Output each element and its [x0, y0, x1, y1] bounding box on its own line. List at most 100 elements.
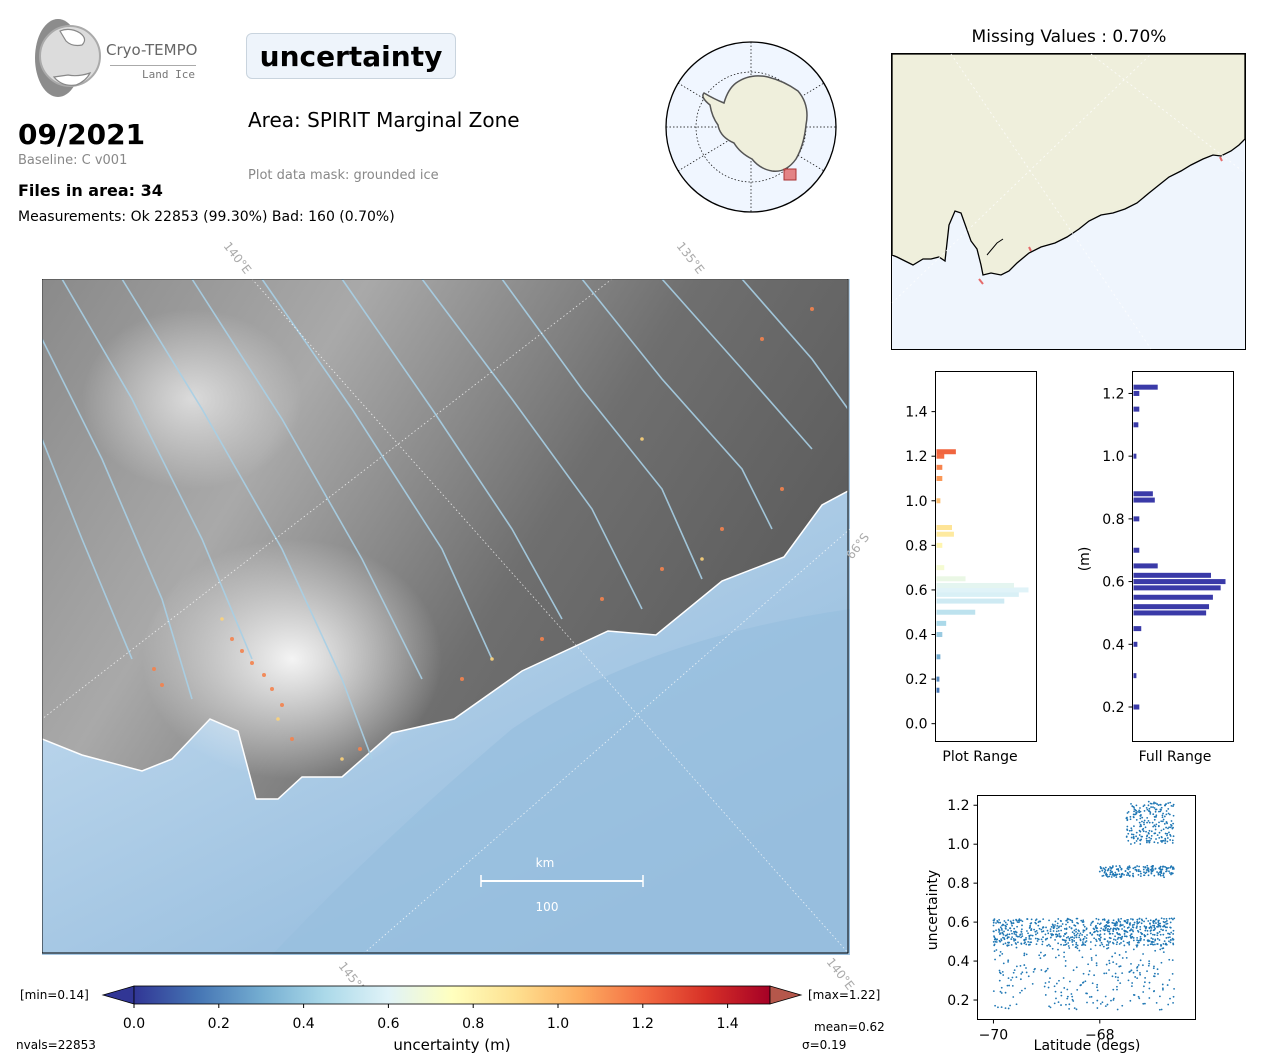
scatter-point	[1162, 933, 1165, 936]
scatter-point	[1169, 801, 1172, 804]
scatter-point	[1104, 873, 1107, 876]
scatter-point	[1108, 875, 1111, 878]
scatter-point	[1099, 929, 1102, 932]
scatter-point	[1121, 924, 1124, 926]
scatter-point	[1088, 996, 1091, 998]
scatter-point	[1075, 1008, 1078, 1011]
scatter-point	[1152, 929, 1155, 932]
scatter-point	[1078, 934, 1081, 937]
colorbar-min-label: [min=0.14]	[20, 988, 89, 1002]
scatter-point	[1138, 921, 1141, 924]
scatter-point	[1166, 840, 1169, 843]
scatter-point	[1146, 821, 1148, 824]
scatter-point	[1003, 920, 1006, 922]
scatter-point	[1035, 922, 1037, 925]
scatter-point	[1096, 989, 1099, 992]
scatter-point	[1156, 925, 1158, 928]
scatter-point	[1153, 920, 1156, 923]
scatter-point	[1058, 933, 1061, 935]
scale-value: 100	[536, 900, 559, 914]
histogram-bar	[936, 449, 956, 455]
scatter-point	[1131, 982, 1134, 984]
scatter-point	[1162, 988, 1164, 991]
scatter-point	[1130, 969, 1133, 972]
scatter-point	[1152, 813, 1155, 816]
scatter-point	[1135, 812, 1138, 815]
scatter-point	[1129, 815, 1132, 818]
scatter-point	[1025, 938, 1027, 941]
scatter-point	[1162, 818, 1165, 821]
scatter-point	[1154, 825, 1157, 828]
scatter-point	[1163, 925, 1165, 928]
scatter-point	[1127, 926, 1130, 929]
scatter-point	[1025, 967, 1027, 969]
scatter-point	[1073, 937, 1076, 939]
scatter-point	[1164, 943, 1167, 946]
scatter-point	[1075, 934, 1078, 936]
scatter-point	[1016, 935, 1019, 938]
scatter-point	[1071, 919, 1073, 922]
scatter-point	[1165, 929, 1168, 932]
scatter-point	[1071, 941, 1074, 943]
scatter-point	[1044, 954, 1047, 956]
scatter-point	[1109, 940, 1111, 943]
scatter-point	[1057, 918, 1060, 920]
scatter-point	[1007, 919, 1010, 922]
scatter-point	[1035, 918, 1038, 921]
scatter-point	[1035, 943, 1038, 946]
scatter-point	[1116, 927, 1119, 930]
scatter-point	[1002, 974, 1005, 976]
scatter-point	[1086, 934, 1088, 936]
histogram-tick-label: 1.4	[905, 405, 927, 421]
scatter-point	[1156, 932, 1159, 934]
scatter-point	[1060, 991, 1063, 994]
scatter-point	[1154, 828, 1157, 831]
scatter-point	[1083, 925, 1086, 928]
scatter-point	[1139, 807, 1141, 809]
scatter-point	[1073, 932, 1076, 935]
scatter-point	[1063, 951, 1066, 954]
scatter-point	[1166, 919, 1168, 922]
scatter-point	[1011, 924, 1013, 927]
histogram-tick-label: 1.2	[1102, 386, 1124, 402]
logo-product: Land Ice	[142, 68, 195, 81]
scatter-point	[1164, 804, 1166, 807]
scatter-point	[1137, 810, 1139, 813]
scatter-point	[1002, 943, 1005, 946]
scatter-point	[1102, 945, 1105, 948]
scatter-point	[1114, 935, 1116, 938]
scatter-point	[1161, 816, 1164, 819]
scatter-point	[998, 939, 1001, 942]
scatter-point	[1105, 944, 1108, 946]
scatter-point	[1028, 937, 1031, 940]
histogram-tick-label: 0.6	[905, 583, 927, 599]
scatter-point	[1020, 943, 1023, 945]
scatter-point	[1156, 803, 1159, 805]
measurement-summary: Measurements: Ok 22853 (99.30%) Bad: 160…	[18, 209, 395, 225]
scatter-point	[1136, 966, 1138, 969]
scatter-point	[1171, 842, 1174, 844]
scatter-point	[1160, 961, 1163, 964]
scatter-point	[1138, 865, 1141, 868]
scatter-point	[1166, 834, 1168, 837]
scatter-point	[1006, 944, 1009, 947]
scatter-point	[992, 921, 995, 924]
scatter-point	[1027, 940, 1030, 943]
scatter-point	[1060, 994, 1063, 997]
scatter-point	[1114, 976, 1117, 978]
scatter-point	[1131, 918, 1134, 921]
scatter-point	[1107, 922, 1109, 925]
scatter-point	[1029, 922, 1032, 925]
scatter-point	[1109, 927, 1112, 930]
scatter-point	[1043, 955, 1045, 957]
scatter-point	[1147, 819, 1150, 822]
colorbar-tick-label: 0.6	[377, 1016, 399, 1032]
scatter-point	[1146, 970, 1148, 973]
scatter-point	[1147, 800, 1150, 803]
scatter-point	[1152, 825, 1155, 828]
scatter-point	[1154, 927, 1157, 930]
scatter-point	[1132, 939, 1135, 942]
scatter-point	[1148, 926, 1151, 929]
scatter-point	[1015, 931, 1018, 934]
scatter-point	[1130, 918, 1132, 920]
